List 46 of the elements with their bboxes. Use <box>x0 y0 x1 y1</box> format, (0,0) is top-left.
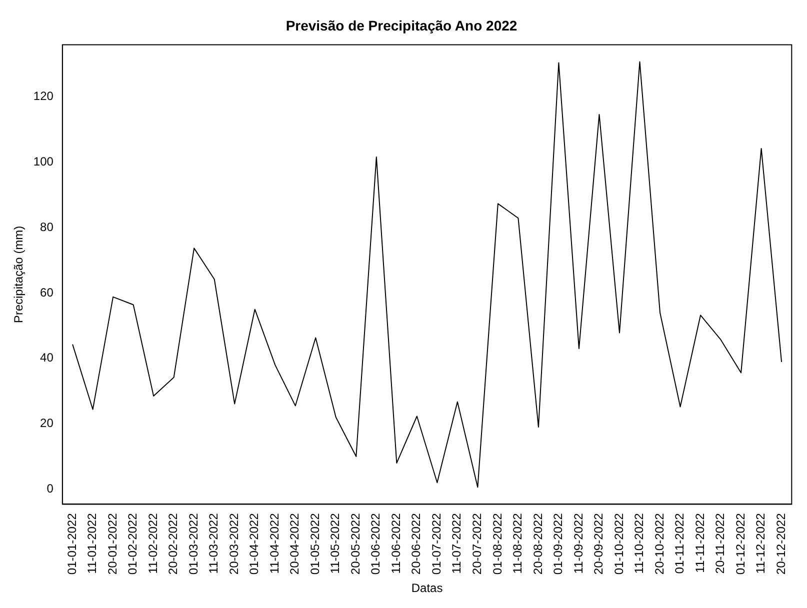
x-tick-label: 11-04-2022 <box>267 512 282 574</box>
y-tick-label: 100 <box>33 154 54 168</box>
x-axis-title: Datas <box>411 581 443 596</box>
x-tick-label: 20-12-2022 <box>774 512 788 575</box>
x-tick-label: 20-08-2022 <box>530 512 545 575</box>
x-tick-label: 11-02-2022 <box>146 512 160 574</box>
y-tick-label: 60 <box>40 285 54 300</box>
x-tick-label: 01-11-2022 <box>672 512 687 574</box>
x-tick-label: 20-07-2022 <box>470 512 484 575</box>
x-tick-label: 01-08-2022 <box>490 512 504 575</box>
x-tick-label: 20-01-2022 <box>105 512 120 575</box>
x-tick-label: 01-02-2022 <box>126 512 140 575</box>
y-tick-label: 40 <box>40 350 54 365</box>
x-tick-label: 11-08-2022 <box>510 512 525 574</box>
x-tick-label: 20-04-2022 <box>288 512 302 575</box>
x-tick-label: 20-06-2022 <box>409 512 424 575</box>
x-tick-label: 01-09-2022 <box>551 512 566 575</box>
x-tick-label: 11-05-2022 <box>328 512 342 574</box>
y-tick-label: 80 <box>40 220 54 234</box>
x-tick-label: 01-10-2022 <box>612 512 626 575</box>
x-tick-label: 11-10-2022 <box>632 512 646 574</box>
x-tick-label: 01-05-2022 <box>308 512 322 575</box>
x-tick-label: 01-07-2022 <box>429 512 444 575</box>
chart-title: Previsão de Precipitação Ano 2022 <box>286 17 518 34</box>
x-tick-label: 01-04-2022 <box>247 512 262 575</box>
x-tick-label: 11-11-2022 <box>692 512 707 573</box>
x-tick-label: 11-03-2022 <box>206 512 221 574</box>
x-tick-label: 11-01-2022 <box>85 512 100 574</box>
x-tick-label: 20-02-2022 <box>166 512 180 575</box>
y-tick-label: 0 <box>46 481 54 496</box>
x-tick-label: 01-03-2022 <box>186 512 200 575</box>
x-tick-label: 01-12-2022 <box>733 512 748 575</box>
x-tick-label: 01-01-2022 <box>64 512 79 575</box>
x-tick-label: 20-09-2022 <box>592 512 606 575</box>
x-tick-label: 01-06-2022 <box>368 512 383 575</box>
y-axis-title: Precipitação (mm) <box>12 226 26 324</box>
x-tick-label: 11-06-2022 <box>388 512 403 574</box>
x-tick-label: 20-10-2022 <box>652 512 666 575</box>
x-tick-label: 20-05-2022 <box>348 512 362 575</box>
x-tick-label: 20-11-2022 <box>713 512 728 574</box>
y-tick-label: 120 <box>33 89 54 104</box>
x-tick-label: 11-07-2022 <box>450 512 464 574</box>
x-tick-label: 20-03-2022 <box>226 512 241 575</box>
x-tick-label: 11-09-2022 <box>571 512 586 574</box>
y-tick-label: 20 <box>40 416 54 430</box>
x-tick-label: 11-12-2022 <box>754 512 768 574</box>
